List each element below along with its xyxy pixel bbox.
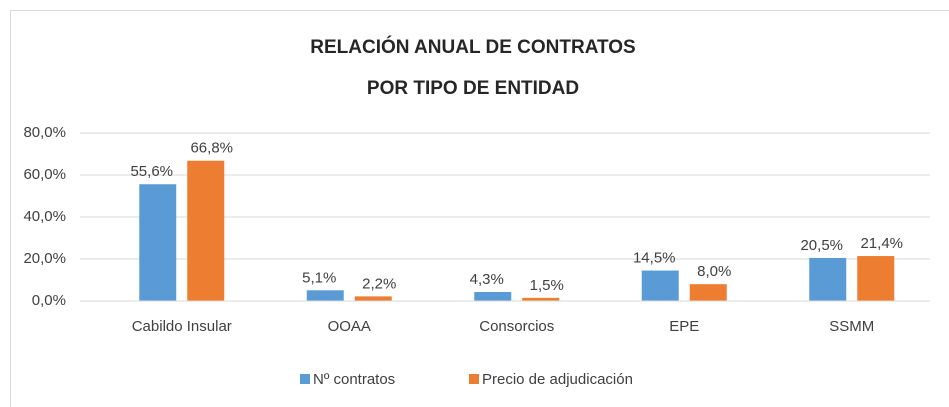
bar <box>857 256 895 301</box>
chart-title: POR TIPO DE ENTIDAD <box>367 78 579 99</box>
data-label: 8,0% <box>697 263 731 280</box>
bar <box>522 297 560 301</box>
bar <box>306 290 344 301</box>
x-tick-label: Consorcios <box>479 318 554 335</box>
bar <box>641 270 679 301</box>
data-label: 4,3% <box>470 271 504 288</box>
legend-swatch <box>300 374 310 384</box>
legend-label: Nº contratos <box>313 371 395 388</box>
x-tick-label: EPE <box>669 318 699 335</box>
x-tick-label: Cabildo Insular <box>132 318 232 335</box>
data-label: 66,8% <box>190 140 233 157</box>
data-label: 5,1% <box>302 269 336 286</box>
bar <box>809 257 847 301</box>
bar <box>354 296 392 301</box>
legend-swatch <box>469 374 479 384</box>
chart-title: RELACIÓN ANUAL DE CONTRATOS <box>310 36 635 58</box>
data-label: 55,6% <box>130 163 173 180</box>
data-label: 2,2% <box>362 275 396 292</box>
bar <box>187 160 225 301</box>
bar <box>139 184 177 301</box>
x-tick-label: OOAA <box>328 318 371 335</box>
data-label: 1,5% <box>530 277 564 294</box>
y-tick-label: 0,0% <box>32 292 66 309</box>
y-tick-label: 60,0% <box>23 166 66 183</box>
data-label: 14,5% <box>633 250 676 267</box>
bar <box>474 291 512 301</box>
y-tick-label: 40,0% <box>23 208 66 225</box>
y-tick-label: 20,0% <box>23 250 66 267</box>
x-tick-label: SSMM <box>829 318 874 335</box>
data-label: 20,5% <box>800 237 843 254</box>
y-tick-label: 80,0% <box>23 124 66 141</box>
legend-label: Precio de adjudicación <box>482 371 633 388</box>
bar <box>689 284 727 301</box>
data-label: 21,4% <box>860 235 903 252</box>
